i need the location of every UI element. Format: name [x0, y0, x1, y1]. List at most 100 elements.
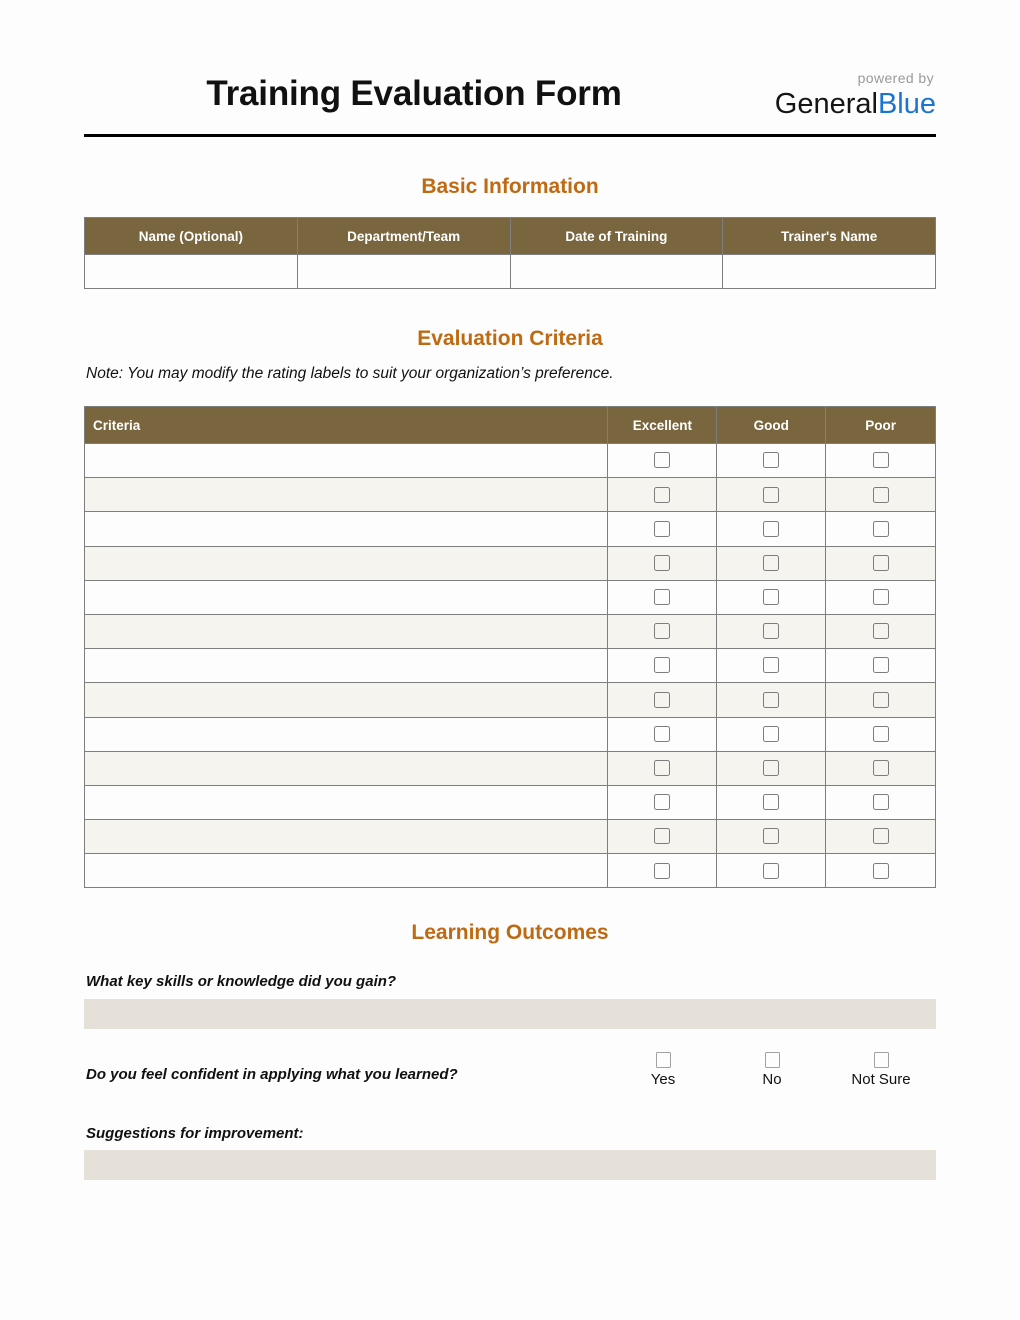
checkbox-cell-poor[interactable] [825, 648, 936, 684]
option-yes[interactable]: Yes [608, 1052, 718, 1090]
checkbox-not-sure-icon[interactable] [873, 1052, 889, 1068]
checkbox-excellent-icon[interactable] [654, 725, 671, 742]
checkbox-cell-poor[interactable] [825, 613, 936, 650]
input-cell-date[interactable] [509, 254, 724, 289]
checkbox-poor-icon[interactable] [872, 554, 889, 571]
input-cell-name[interactable] [84, 254, 298, 289]
checkbox-cell-poor[interactable] [825, 819, 936, 855]
checkbox-cell-good[interactable] [716, 613, 827, 650]
checkbox-excellent-icon[interactable] [654, 452, 671, 469]
checkbox-cell-excellent[interactable] [607, 750, 718, 786]
checkbox-poor-icon[interactable] [872, 520, 889, 537]
checkbox-excellent-icon[interactable] [654, 589, 671, 606]
checkbox-good-icon[interactable] [763, 862, 780, 879]
checkbox-good-icon[interactable] [763, 452, 780, 469]
criteria-input-cell[interactable] [83, 545, 609, 581]
checkbox-good-icon[interactable] [763, 657, 780, 674]
criteria-input-cell[interactable] [83, 819, 609, 855]
checkbox-cell-excellent[interactable] [607, 545, 718, 581]
checkbox-good-icon[interactable] [763, 760, 780, 777]
checkbox-cell-poor[interactable] [825, 750, 936, 786]
checkbox-poor-icon[interactable] [872, 828, 889, 845]
checkbox-cell-poor[interactable] [825, 545, 936, 581]
checkbox-excellent-icon[interactable] [654, 828, 671, 845]
criteria-input-cell[interactable] [83, 579, 609, 615]
checkbox-poor-icon[interactable] [872, 760, 889, 777]
checkbox-cell-poor[interactable] [825, 477, 936, 513]
option-not-sure[interactable]: Not Sure [826, 1052, 936, 1090]
option-no[interactable]: No [717, 1052, 827, 1090]
checkbox-excellent-icon[interactable] [654, 554, 671, 571]
checkbox-cell-poor[interactable] [825, 442, 936, 479]
checkbox-cell-excellent[interactable] [607, 613, 718, 650]
checkbox-good-icon[interactable] [763, 486, 780, 503]
checkbox-cell-excellent[interactable] [607, 853, 718, 889]
answer-field-key-skills[interactable] [84, 999, 936, 1029]
checkbox-cell-poor[interactable] [825, 784, 936, 821]
checkbox-good-icon[interactable] [763, 691, 780, 708]
checkbox-poor-icon[interactable] [872, 691, 889, 708]
checkbox-poor-icon[interactable] [872, 452, 889, 469]
checkbox-good-icon[interactable] [763, 520, 780, 537]
checkbox-cell-poor[interactable] [825, 682, 936, 718]
checkbox-good-icon[interactable] [763, 554, 780, 571]
checkbox-good-icon[interactable] [763, 623, 780, 640]
checkbox-excellent-icon[interactable] [654, 794, 671, 811]
criteria-input-cell[interactable] [83, 716, 609, 752]
checkbox-cell-excellent[interactable] [607, 477, 718, 513]
checkbox-cell-excellent[interactable] [607, 579, 718, 615]
checkbox-cell-poor[interactable] [825, 579, 936, 615]
checkbox-cell-excellent[interactable] [607, 442, 718, 479]
checkbox-cell-good[interactable] [716, 648, 827, 684]
checkbox-cell-good[interactable] [716, 477, 827, 513]
checkbox-excellent-icon[interactable] [654, 862, 671, 879]
checkbox-good-icon[interactable] [763, 828, 780, 845]
checkbox-good-icon[interactable] [763, 725, 780, 742]
checkbox-cell-poor[interactable] [825, 716, 936, 752]
checkbox-poor-icon[interactable] [872, 486, 889, 503]
checkbox-no-icon[interactable] [764, 1052, 780, 1068]
checkbox-cell-poor[interactable] [825, 853, 936, 889]
checkbox-excellent-icon[interactable] [654, 623, 671, 640]
checkbox-cell-excellent[interactable] [607, 819, 718, 855]
checkbox-good-icon[interactable] [763, 589, 780, 606]
criteria-input-cell[interactable] [83, 648, 609, 684]
criteria-input-cell[interactable] [83, 784, 609, 821]
checkbox-cell-good[interactable] [716, 682, 827, 718]
checkbox-poor-icon[interactable] [872, 623, 889, 640]
checkbox-good-icon[interactable] [763, 794, 780, 811]
criteria-input-cell[interactable] [83, 442, 609, 479]
criteria-input-cell[interactable] [83, 853, 609, 889]
checkbox-cell-good[interactable] [716, 750, 827, 786]
checkbox-cell-good[interactable] [716, 511, 827, 547]
checkbox-cell-good[interactable] [716, 442, 827, 479]
checkbox-cell-excellent[interactable] [607, 511, 718, 547]
criteria-input-cell[interactable] [83, 750, 609, 786]
checkbox-cell-good[interactable] [716, 784, 827, 821]
checkbox-poor-icon[interactable] [872, 589, 889, 606]
answer-field-suggestions[interactable] [84, 1150, 936, 1180]
checkbox-cell-poor[interactable] [825, 511, 936, 547]
checkbox-poor-icon[interactable] [872, 725, 889, 742]
checkbox-cell-excellent[interactable] [607, 784, 718, 821]
criteria-input-cell[interactable] [83, 613, 609, 650]
checkbox-excellent-icon[interactable] [654, 486, 671, 503]
checkbox-yes-icon[interactable] [655, 1052, 671, 1068]
checkbox-poor-icon[interactable] [872, 657, 889, 674]
checkbox-poor-icon[interactable] [872, 794, 889, 811]
criteria-input-cell[interactable] [83, 682, 609, 718]
checkbox-cell-excellent[interactable] [607, 682, 718, 718]
checkbox-excellent-icon[interactable] [654, 691, 671, 708]
input-cell-trainer[interactable] [722, 254, 936, 289]
checkbox-cell-excellent[interactable] [607, 648, 718, 684]
checkbox-poor-icon[interactable] [872, 862, 889, 879]
checkbox-cell-excellent[interactable] [607, 716, 718, 752]
checkbox-excellent-icon[interactable] [654, 657, 671, 674]
checkbox-cell-good[interactable] [716, 579, 827, 615]
criteria-input-cell[interactable] [83, 511, 609, 547]
checkbox-cell-good[interactable] [716, 716, 827, 752]
checkbox-excellent-icon[interactable] [654, 520, 671, 537]
checkbox-excellent-icon[interactable] [654, 760, 671, 777]
checkbox-cell-good[interactable] [716, 819, 827, 855]
input-cell-department[interactable] [296, 254, 511, 289]
